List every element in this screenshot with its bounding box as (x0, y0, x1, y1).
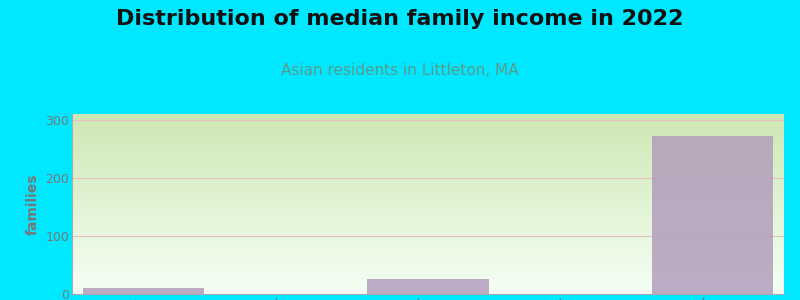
Text: Distribution of median family income in 2022: Distribution of median family income in … (116, 9, 684, 29)
Y-axis label: families: families (26, 173, 40, 235)
Bar (367, 280, 489, 294)
Text: Asian residents in Littleton, MA: Asian residents in Littleton, MA (282, 63, 518, 78)
Bar (652, 136, 774, 294)
Bar (82, 288, 204, 294)
